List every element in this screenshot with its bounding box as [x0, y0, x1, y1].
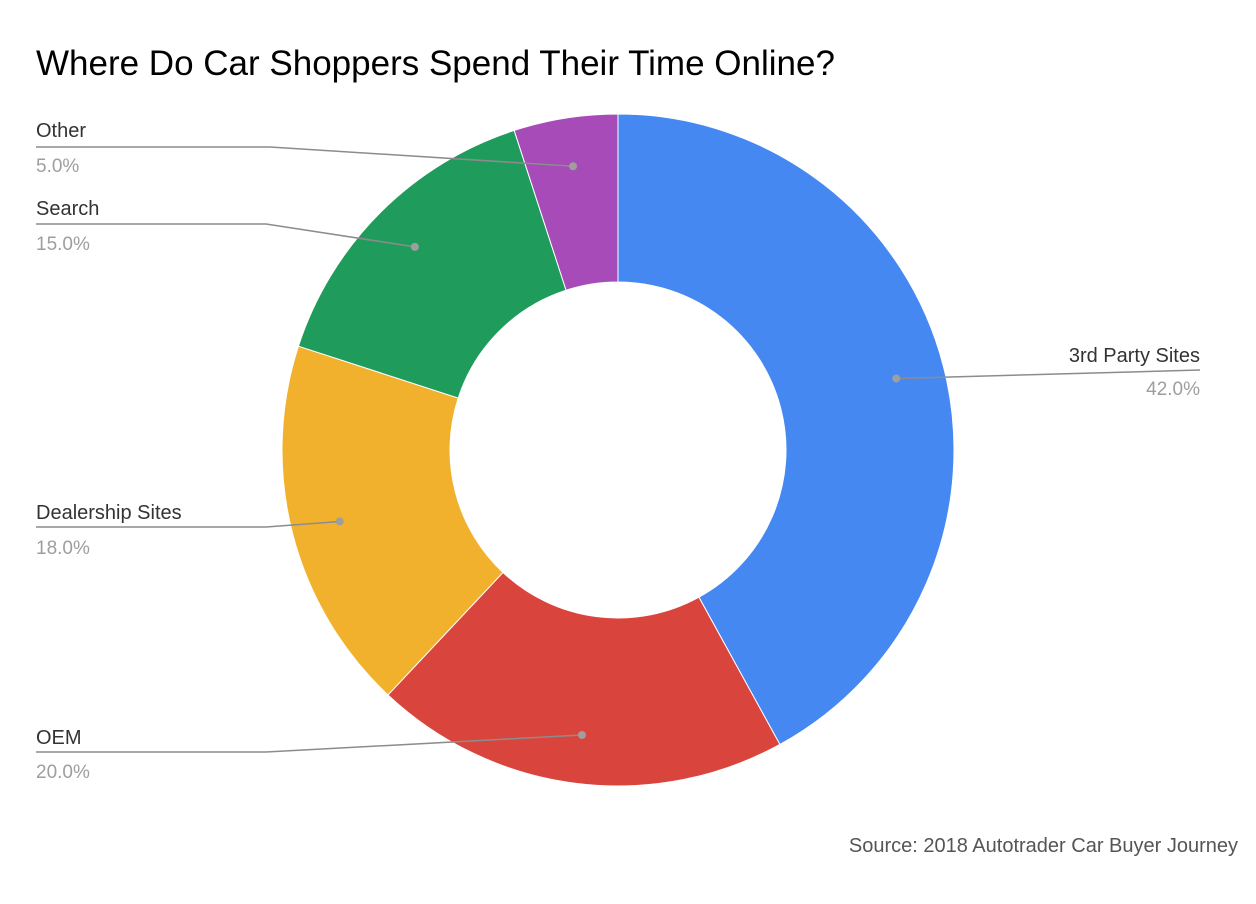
anchor-dot-other [569, 162, 578, 171]
slice-value-oem: 20.0% [36, 762, 90, 783]
labels-layer: 3rd Party Sites 42.0% OEM 20.0% Dealership S… [36, 120, 1200, 783]
leader-line-search [36, 223, 415, 248]
slice-value-3rd-party-sites: 42.0% [1146, 379, 1200, 400]
slice-3rd-party-sites [617, 113, 955, 746]
chart-title: Where Do Car Shoppers Spend Their Time O… [36, 44, 835, 83]
slice-label-3rd-party-sites: 3rd Party Sites [1069, 345, 1200, 367]
slice-dealership-sites [281, 345, 504, 696]
leader-line-3rd-party-sites [896, 369, 1201, 380]
slice-label-dealership-sites: Dealership Sites [36, 502, 182, 524]
slice-value-other: 5.0% [36, 156, 79, 177]
anchor-dot-dealership-sites [335, 517, 344, 526]
anchor-dot-3rd-party-sites [892, 374, 901, 383]
leader-line-dealership-sites [36, 520, 340, 528]
leader-line-oem [36, 734, 583, 753]
slice-other [513, 113, 619, 291]
anchor-dot-oem [577, 731, 586, 740]
leader-line-other [36, 146, 574, 168]
slice-label-oem: OEM [36, 727, 82, 749]
slice-search [297, 129, 567, 399]
slice-value-dealership-sites: 18.0% [36, 538, 90, 559]
slice-value-search: 15.0% [36, 234, 90, 255]
anchor-dot-search [410, 242, 419, 251]
slices-layer [281, 113, 955, 787]
slice-oem [387, 571, 781, 787]
slice-label-other: Other [36, 120, 86, 142]
source-note: Source: 2018 Autotrader Car Buyer Journe… [848, 835, 1238, 857]
slice-label-search: Search [36, 198, 99, 220]
